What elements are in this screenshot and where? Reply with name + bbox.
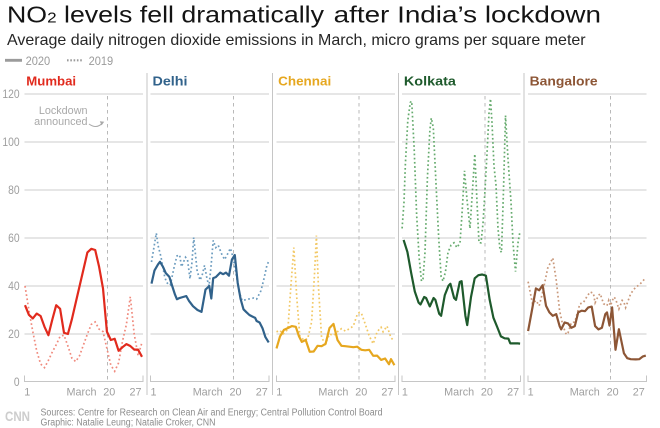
svg-text:2020: 2020 [26, 54, 51, 68]
svg-text:Graphic: Natalie Leung; Natali: Graphic: Natalie Leung; Natalie Croker, … [41, 418, 216, 428]
svg-text:2019: 2019 [89, 54, 114, 68]
svg-text:March: March [444, 387, 474, 399]
svg-text:March: March [67, 387, 97, 399]
svg-text:20: 20 [481, 387, 493, 399]
svg-text:1: 1 [402, 387, 408, 399]
svg-text:March: March [193, 387, 223, 399]
svg-text:27: 27 [633, 387, 645, 399]
svg-text:Kolkata: Kolkata [404, 74, 457, 89]
svg-text:100: 100 [2, 135, 19, 149]
svg-text:Chennai: Chennai [278, 74, 331, 89]
svg-text:20: 20 [355, 387, 367, 399]
svg-text:27: 27 [129, 387, 141, 399]
svg-text:0: 0 [14, 375, 20, 389]
svg-text:20: 20 [103, 387, 115, 399]
svg-text:Delhi: Delhi [153, 74, 188, 89]
svg-text:40: 40 [8, 279, 20, 293]
svg-text:27: 27 [381, 387, 393, 399]
svg-text:1: 1 [24, 387, 30, 399]
svg-text:Sources: Centre for Research o: Sources: Centre for Research on Clean Ai… [41, 407, 383, 418]
svg-text:27: 27 [507, 387, 519, 399]
svg-text:CNN: CNN [5, 409, 30, 424]
svg-text:20: 20 [229, 387, 241, 399]
svg-text:1: 1 [528, 387, 534, 399]
svg-text:80: 80 [8, 183, 20, 197]
svg-text:Lockdown: Lockdown [39, 105, 88, 117]
svg-text:20: 20 [607, 387, 619, 399]
svg-text:Average daily nitrogen dioxide: Average daily nitrogen dioxide emissions… [7, 32, 586, 49]
svg-text:announced: announced [34, 116, 87, 128]
svg-text:120: 120 [2, 87, 19, 101]
svg-text:1: 1 [150, 387, 156, 399]
svg-text:March: March [318, 387, 348, 399]
svg-text:Mumbai: Mumbai [26, 74, 76, 89]
svg-text:1: 1 [276, 387, 282, 399]
svg-text:20: 20 [8, 327, 20, 341]
svg-text:60: 60 [8, 231, 20, 245]
svg-text:March: March [570, 387, 600, 399]
svg-text:27: 27 [256, 387, 268, 399]
svg-text:Bangalore: Bangalore [530, 74, 598, 89]
